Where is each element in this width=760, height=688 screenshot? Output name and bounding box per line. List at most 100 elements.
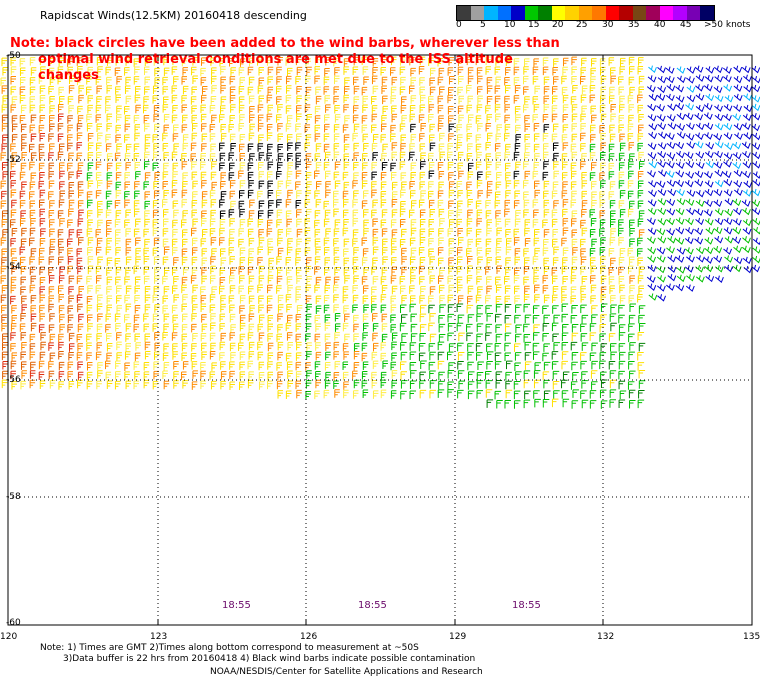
wind-barb bbox=[648, 293, 658, 301]
wind-barb bbox=[458, 380, 465, 390]
wind-barb bbox=[543, 161, 549, 170]
wind-barb bbox=[627, 381, 635, 390]
wind-barb bbox=[48, 180, 55, 189]
wind-barb bbox=[295, 267, 302, 276]
wind-barb bbox=[116, 143, 122, 152]
wind-barb bbox=[86, 295, 93, 305]
legend-swatch bbox=[551, 6, 565, 20]
wind-barb bbox=[657, 122, 667, 131]
wind-barb bbox=[48, 256, 55, 265]
wind-barb bbox=[220, 191, 227, 200]
wind-barb bbox=[228, 124, 235, 133]
wind-barb bbox=[257, 246, 264, 256]
wind-barb bbox=[362, 133, 369, 143]
wind-barb bbox=[124, 314, 130, 323]
wind-barb bbox=[657, 65, 666, 74]
wind-barb bbox=[390, 133, 396, 142]
wind-barb bbox=[476, 218, 482, 227]
wind-barb bbox=[314, 361, 321, 370]
wind-barb bbox=[400, 342, 407, 351]
wind-barb bbox=[181, 248, 188, 257]
wind-barb bbox=[533, 133, 540, 142]
wind-barb bbox=[666, 84, 676, 92]
wind-barb bbox=[210, 171, 217, 181]
wind-barb bbox=[629, 303, 636, 313]
wind-barb bbox=[10, 66, 17, 75]
wind-barb bbox=[467, 295, 473, 305]
wind-barb bbox=[68, 275, 75, 285]
lon-label-132: 132 bbox=[597, 632, 615, 642]
wind-barb bbox=[171, 267, 178, 276]
wind-barb bbox=[201, 342, 207, 352]
wind-barb bbox=[124, 371, 130, 380]
wind-barb bbox=[68, 229, 75, 238]
wind-barb bbox=[420, 161, 426, 170]
wind-barb bbox=[323, 133, 330, 142]
wind-barb bbox=[58, 333, 64, 343]
wind-barb bbox=[580, 219, 586, 229]
wind-barb bbox=[182, 266, 189, 276]
wind-barb bbox=[504, 199, 511, 209]
wind-barb bbox=[581, 57, 587, 67]
wind-barb bbox=[410, 219, 417, 228]
wind-barb bbox=[448, 219, 455, 228]
wind-barb bbox=[380, 371, 387, 381]
wind-barb bbox=[418, 66, 425, 75]
wind-barb bbox=[562, 199, 569, 208]
wind-barb bbox=[49, 333, 56, 343]
wind-barb bbox=[589, 143, 596, 153]
wind-barb bbox=[343, 351, 349, 360]
wind-barb bbox=[1, 143, 7, 152]
wind-barb bbox=[410, 247, 417, 257]
wind-barb bbox=[106, 304, 112, 314]
wind-barb bbox=[419, 371, 426, 381]
wind-barb bbox=[192, 75, 198, 85]
wind-barb bbox=[372, 342, 379, 352]
wind-barb bbox=[561, 75, 567, 85]
wind-barb bbox=[439, 86, 445, 96]
wind-barb bbox=[353, 323, 359, 333]
wind-barb bbox=[362, 313, 369, 323]
wind-barb bbox=[30, 322, 37, 332]
wind-barb bbox=[684, 112, 694, 121]
wind-barb bbox=[732, 236, 742, 245]
wind-barb bbox=[115, 322, 121, 332]
wind-barb bbox=[181, 352, 187, 361]
wind-barb bbox=[67, 256, 74, 265]
wind-barb bbox=[162, 256, 169, 266]
wind-barb bbox=[352, 284, 358, 294]
wind-barb bbox=[20, 332, 27, 341]
wind-barb bbox=[705, 274, 715, 283]
wind-barb bbox=[115, 266, 122, 276]
wind-barb bbox=[238, 200, 245, 210]
wind-barb bbox=[608, 276, 615, 285]
wind-barb bbox=[751, 103, 760, 112]
wind-barb bbox=[20, 238, 27, 248]
wind-barb bbox=[353, 76, 359, 86]
wind-barb bbox=[67, 238, 73, 248]
wind-barb bbox=[192, 218, 198, 228]
wind-barb bbox=[1, 257, 7, 266]
wind-barb bbox=[523, 399, 531, 409]
wind-barb bbox=[485, 389, 493, 398]
wind-barb bbox=[362, 162, 368, 171]
wind-barb bbox=[77, 323, 84, 333]
wind-barb bbox=[532, 219, 539, 228]
wind-barb bbox=[144, 294, 151, 304]
wind-barb bbox=[532, 96, 539, 105]
wind-barb bbox=[239, 351, 246, 360]
wind-barb bbox=[570, 162, 577, 172]
wind-barb bbox=[361, 276, 368, 285]
wind-barb bbox=[78, 189, 84, 199]
wind-barb bbox=[333, 95, 339, 105]
wind-barb bbox=[571, 133, 578, 143]
wind-barb bbox=[171, 238, 178, 248]
wind-barb bbox=[380, 134, 387, 143]
wind-barb bbox=[694, 65, 704, 73]
wind-barb bbox=[305, 172, 312, 181]
wind-barb bbox=[428, 96, 434, 105]
wind-barb bbox=[400, 371, 408, 380]
wind-barb bbox=[429, 370, 436, 380]
wind-barb bbox=[315, 143, 322, 152]
wind-barb bbox=[571, 123, 578, 132]
